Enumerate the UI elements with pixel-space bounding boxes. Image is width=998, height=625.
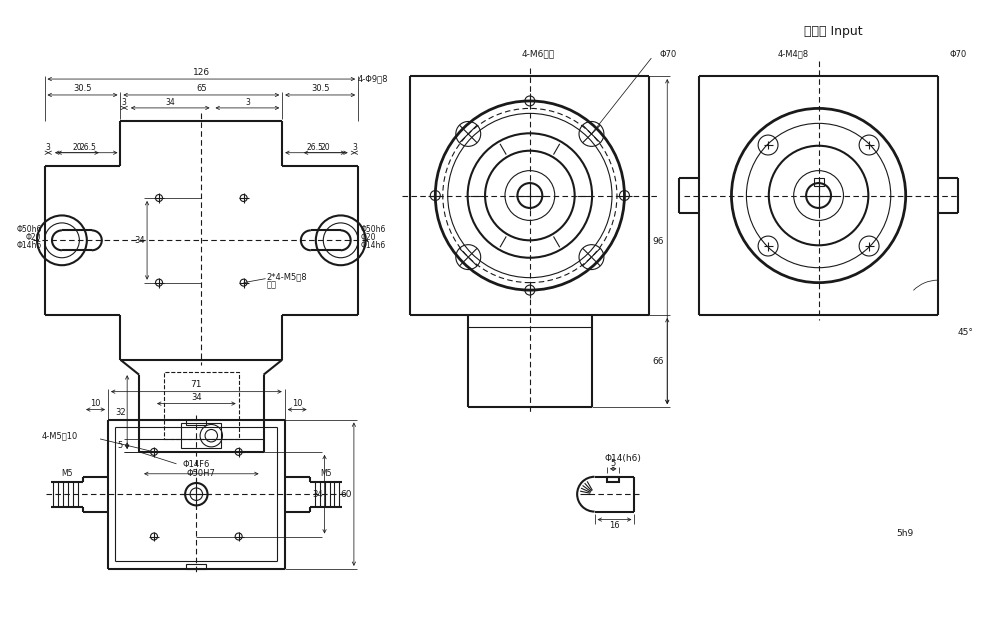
Text: Φ14h6: Φ14h6 bbox=[16, 241, 42, 250]
Text: 34: 34 bbox=[312, 490, 323, 499]
Text: 5: 5 bbox=[611, 459, 616, 468]
Text: 30.5: 30.5 bbox=[311, 84, 329, 94]
Text: 4-M4深8: 4-M4深8 bbox=[778, 49, 809, 59]
Text: Φ70: Φ70 bbox=[950, 49, 967, 59]
Text: 65: 65 bbox=[196, 84, 207, 94]
Text: 60: 60 bbox=[340, 490, 351, 499]
Text: 5h9: 5h9 bbox=[896, 529, 913, 538]
Text: 26.5: 26.5 bbox=[79, 143, 96, 152]
Text: 34: 34 bbox=[135, 236, 146, 245]
Text: 10: 10 bbox=[291, 399, 302, 408]
Text: 3: 3 bbox=[122, 98, 127, 107]
Bar bbox=[164, 372, 239, 439]
Text: 两面: 两面 bbox=[266, 280, 276, 289]
Text: 10: 10 bbox=[90, 399, 101, 408]
Text: 3: 3 bbox=[245, 98, 250, 107]
Bar bbox=[182, 423, 222, 448]
Text: M5: M5 bbox=[320, 469, 331, 478]
Text: Φ14h6: Φ14h6 bbox=[361, 241, 386, 250]
Text: 输入端 Input: 输入端 Input bbox=[804, 25, 863, 38]
Text: 5: 5 bbox=[118, 441, 123, 450]
Text: 16: 16 bbox=[609, 521, 620, 530]
Text: 71: 71 bbox=[191, 380, 203, 389]
Text: 20: 20 bbox=[321, 143, 330, 152]
Text: 2*4-M5深8: 2*4-M5深8 bbox=[266, 272, 307, 281]
Text: 20: 20 bbox=[72, 143, 82, 152]
Bar bbox=[607, 477, 620, 482]
Text: 66: 66 bbox=[653, 356, 664, 366]
Text: Φ50H7: Φ50H7 bbox=[187, 469, 216, 478]
Text: M5: M5 bbox=[61, 469, 73, 478]
Text: Φ20: Φ20 bbox=[361, 233, 376, 242]
Bar bbox=[187, 419, 207, 424]
Text: 3: 3 bbox=[352, 143, 357, 152]
Text: 3: 3 bbox=[46, 143, 51, 152]
Text: 34: 34 bbox=[166, 98, 175, 107]
Text: 4-Φ9深8: 4-Φ9深8 bbox=[358, 74, 388, 84]
Text: 96: 96 bbox=[653, 237, 664, 246]
Text: Φ70: Φ70 bbox=[660, 49, 677, 59]
Text: 30.5: 30.5 bbox=[73, 84, 92, 94]
Text: Φ20: Φ20 bbox=[26, 233, 42, 242]
Text: 126: 126 bbox=[193, 68, 210, 77]
Text: 32: 32 bbox=[115, 408, 126, 416]
Bar bbox=[813, 178, 823, 186]
Text: 4-M5深10: 4-M5深10 bbox=[42, 431, 78, 441]
Text: 4-M6贯穿: 4-M6贯穿 bbox=[521, 49, 555, 59]
Text: Φ50h6: Φ50h6 bbox=[16, 225, 42, 234]
Text: 34: 34 bbox=[191, 393, 202, 402]
Text: Φ50h6: Φ50h6 bbox=[361, 225, 386, 234]
Bar bbox=[187, 564, 207, 569]
Text: Φ14F6: Φ14F6 bbox=[183, 461, 210, 469]
Text: 45°: 45° bbox=[958, 328, 974, 338]
Text: Φ14(h6): Φ14(h6) bbox=[605, 454, 642, 463]
Text: 26.5: 26.5 bbox=[306, 143, 323, 152]
